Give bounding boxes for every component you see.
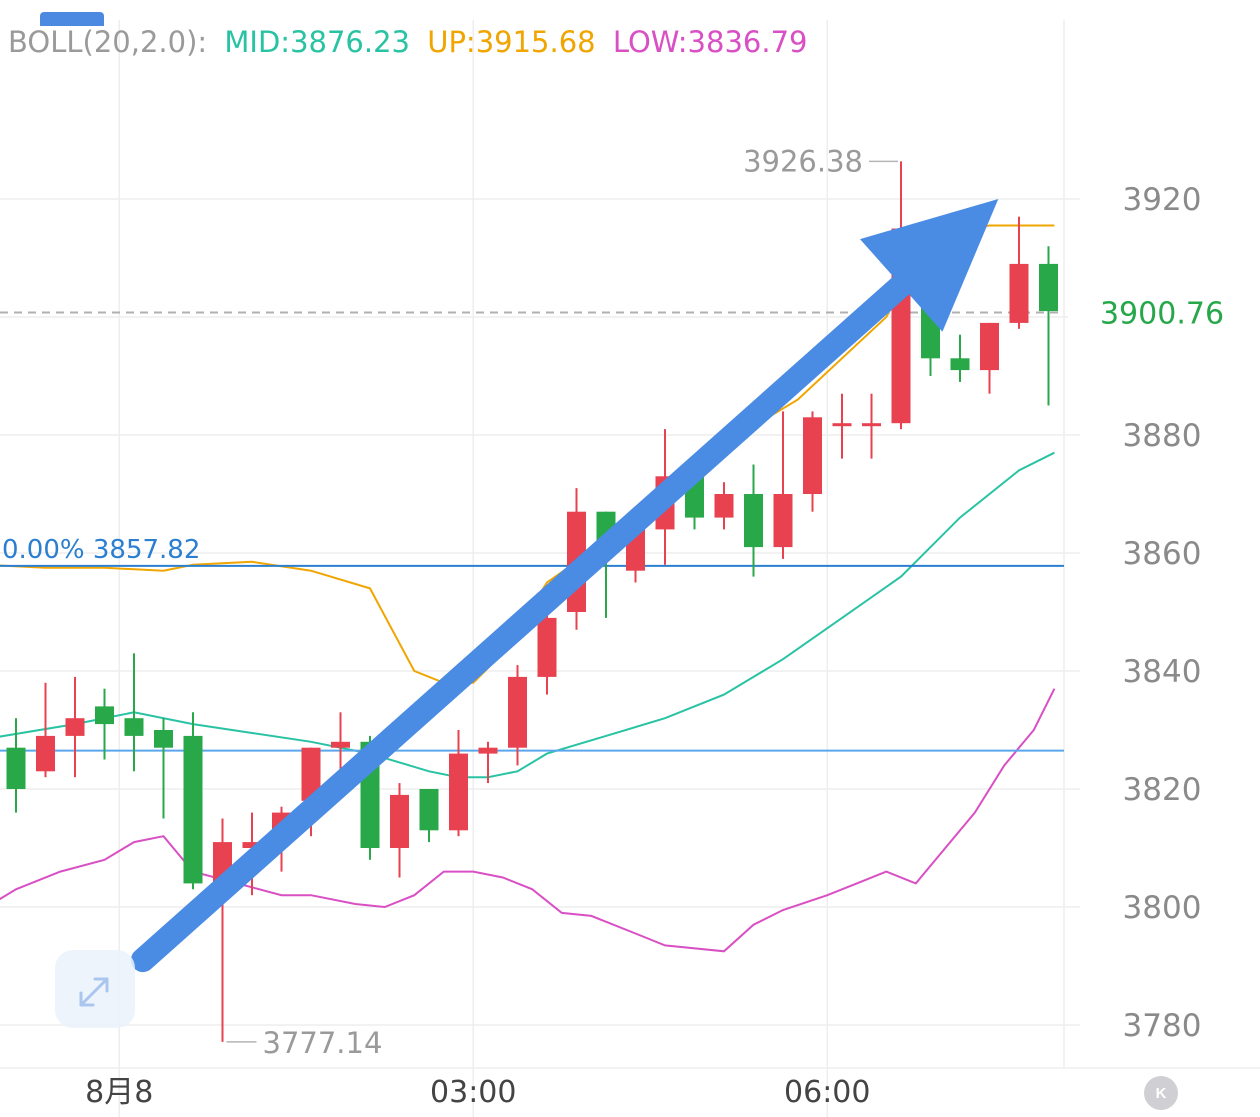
candle-33 xyxy=(980,322,999,394)
candle-body-28 xyxy=(832,423,852,427)
candle-3 xyxy=(95,688,114,760)
candle-35 xyxy=(1039,246,1058,406)
price-tick-3840: 3840 xyxy=(1123,654,1202,690)
candle-13 xyxy=(390,783,409,878)
candle-body-4 xyxy=(124,718,144,736)
candle-body-35 xyxy=(1039,263,1058,312)
candle-body-29 xyxy=(862,423,881,427)
candle-body-1 xyxy=(36,735,55,772)
price-axis: 3780 3800 3820 3840 3860 3880 3920 3900.76 xyxy=(1068,182,1256,1044)
time-tick-1: 03:00 xyxy=(430,1075,516,1110)
candle-4 xyxy=(124,653,144,772)
boll-name: BOLL(20,2.0): xyxy=(8,25,207,59)
candle-27 xyxy=(803,411,822,512)
expand-icon xyxy=(79,977,109,1007)
candle-6 xyxy=(183,712,203,890)
boll-up-value: UP:3915.68 xyxy=(427,25,595,59)
candle-body-24 xyxy=(714,494,734,518)
candle-body-11 xyxy=(331,741,350,748)
candle-body-5 xyxy=(154,730,173,748)
candle-body-32 xyxy=(950,358,970,371)
low-marker-label: 3777.14 xyxy=(263,1026,383,1060)
candle-0 xyxy=(6,718,26,813)
high-marker-label: 3926.38 xyxy=(743,144,863,178)
trend-arrow-shaft xyxy=(130,261,927,973)
candle-body-34 xyxy=(1009,263,1029,323)
price-tick-3860: 3860 xyxy=(1123,536,1202,572)
boll-mid-line xyxy=(0,451,1055,779)
price-tick-3920: 3920 xyxy=(1123,182,1202,218)
candle-body-6 xyxy=(183,735,203,884)
candle-34 xyxy=(1009,216,1029,329)
candle-16 xyxy=(478,741,498,784)
candle-7 xyxy=(213,818,232,1042)
last-price-label: 3900.76 xyxy=(1100,297,1224,332)
boll-low-line xyxy=(0,688,1056,953)
candle-32 xyxy=(950,334,970,382)
price-tick-3880: 3880 xyxy=(1123,418,1202,454)
price-tick-3780: 3780 xyxy=(1123,1008,1202,1044)
candle-29 xyxy=(862,393,881,459)
candle-body-13 xyxy=(390,794,409,848)
candle-body-17 xyxy=(508,676,527,748)
candle-body-26 xyxy=(773,494,793,548)
time-tick-2: 06:00 xyxy=(784,1075,870,1110)
time-axis: 8月8 03:00 06:00 xyxy=(85,1075,870,1110)
candle-24 xyxy=(714,482,734,530)
candle-body-25 xyxy=(744,494,763,548)
candle-26 xyxy=(773,411,793,559)
fib-level-label: 0.00% 3857.82 xyxy=(2,535,200,565)
price-tick-3820: 3820 xyxy=(1123,772,1202,808)
candle-2 xyxy=(65,676,85,778)
extreme-markers: 3926.38 3777.14 xyxy=(226,144,898,1060)
candle-5 xyxy=(154,718,173,819)
top-tab-indicator[interactable] xyxy=(40,12,104,26)
trend-arrow xyxy=(130,199,999,973)
candle-body-14 xyxy=(419,789,439,831)
candle-15 xyxy=(449,730,468,837)
candle-body-0 xyxy=(6,747,26,789)
price-tick-3800: 3800 xyxy=(1123,890,1202,926)
candle-1 xyxy=(36,682,55,778)
k-logo-button[interactable]: K xyxy=(1144,1076,1178,1110)
candle-body-33 xyxy=(980,322,999,371)
boll-legend: BOLL(20,2.0): MID:3876.23 UP:3915.68 LOW… xyxy=(8,25,807,59)
trend-arrow-head xyxy=(860,199,999,332)
time-tick-0: 8月8 xyxy=(85,1075,153,1110)
candle-body-16 xyxy=(478,747,498,754)
candle-body-10 xyxy=(301,747,321,801)
candle-body-3 xyxy=(95,706,114,725)
candle-body-8 xyxy=(242,842,262,848)
boll-low-value: LOW:3836.79 xyxy=(613,25,808,59)
candle-14 xyxy=(419,789,439,843)
candle-body-27 xyxy=(803,417,822,494)
candle-body-2 xyxy=(65,718,85,736)
candle-17 xyxy=(508,665,527,766)
candle-25 xyxy=(744,464,763,577)
boll-mid-value: MID:3876.23 xyxy=(224,25,410,59)
candle-body-15 xyxy=(449,753,468,831)
fullscreen-button[interactable] xyxy=(55,950,135,1028)
last-price-tag xyxy=(1068,290,1256,335)
candle-28 xyxy=(832,393,852,459)
candle-body-18 xyxy=(537,617,557,677)
